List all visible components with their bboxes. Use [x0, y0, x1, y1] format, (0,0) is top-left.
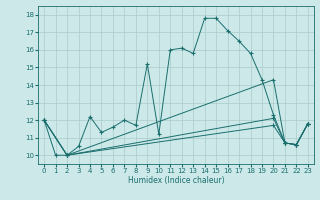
X-axis label: Humidex (Indice chaleur): Humidex (Indice chaleur)	[128, 176, 224, 185]
